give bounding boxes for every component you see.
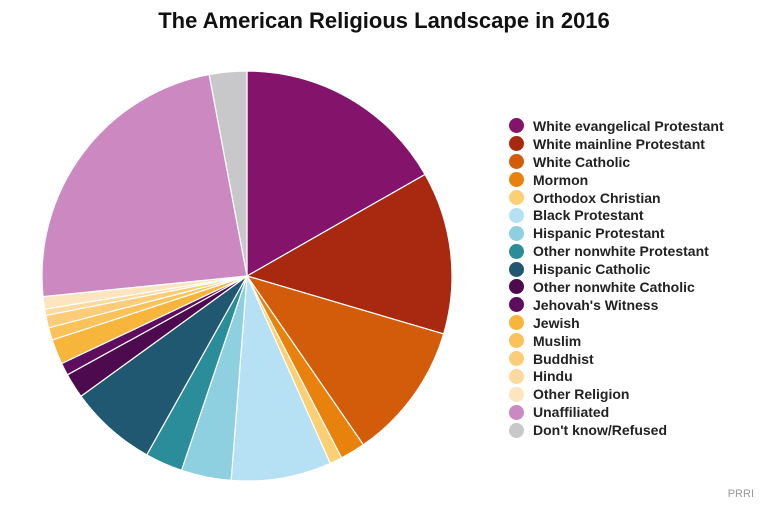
- legend-label: Jewish: [533, 314, 580, 331]
- legend-label: Orthodox Christian: [533, 189, 661, 206]
- legend-item: Don't know/Refused: [509, 421, 724, 439]
- legend-swatch: [509, 172, 524, 188]
- legend-swatch: [509, 279, 524, 295]
- legend-item: Hispanic Catholic: [509, 260, 724, 278]
- legend-label: White Catholic: [533, 153, 631, 170]
- legend: White evangelical Protestant White mainli…: [509, 117, 724, 439]
- legend-item: Muslim: [509, 332, 724, 350]
- pie-slice-white-catholic: [245, 274, 445, 446]
- legend-swatch: [509, 386, 524, 402]
- legend-label: White evangelical Protestant: [533, 117, 724, 134]
- legend-swatch: [509, 118, 524, 134]
- legend-item: Hispanic Protestant: [509, 224, 724, 242]
- legend-swatch: [509, 225, 524, 241]
- legend-item: Buddhist: [509, 350, 724, 368]
- legend-item: Other nonwhite Protestant: [509, 242, 724, 260]
- legend-item: Orthodox Christian: [509, 189, 724, 207]
- legend-label: White mainline Protestant: [533, 135, 705, 152]
- legend-item: Other nonwhite Catholic: [509, 278, 724, 296]
- legend-label: Black Protestant: [533, 207, 644, 224]
- legend-item: Jehovah's Witness: [509, 296, 724, 314]
- legend-swatch: [509, 154, 524, 170]
- legend-label: Don't know/Refused: [533, 422, 667, 439]
- legend-swatch: [509, 404, 524, 420]
- source-label: PRRI: [727, 488, 754, 500]
- pie-slice-white-evangelical-protestant: [246, 70, 426, 278]
- legend-item: Mormon: [509, 171, 724, 189]
- pie-slice-white-mainline-protestant: [245, 173, 453, 335]
- legend-label: Hispanic Catholic: [533, 261, 651, 278]
- legend-swatch: [509, 243, 524, 259]
- legend-item: White Catholic: [509, 153, 724, 171]
- legend-swatch: [509, 136, 524, 152]
- legend-swatch: [509, 333, 524, 349]
- pie-slice-black-protestant: [230, 275, 331, 482]
- legend-swatch: [509, 207, 524, 223]
- legend-label: Jehovah's Witness: [533, 296, 659, 313]
- legend-item: Other Religion: [509, 385, 724, 403]
- legend-swatch: [509, 261, 524, 277]
- legend-label: Unaffiliated: [533, 404, 610, 421]
- legend-label: Muslim: [533, 332, 582, 349]
- legend-item: White evangelical Protestant: [509, 117, 724, 135]
- legend-swatch: [509, 297, 524, 313]
- legend-item: Unaffiliated: [509, 403, 724, 421]
- legend-swatch: [509, 368, 524, 384]
- legend-label: Hindu: [533, 368, 573, 385]
- legend-item: Black Protestant: [509, 206, 724, 224]
- pie-slice-unaffiliated: [41, 73, 248, 298]
- legend-label: Buddhist: [533, 350, 594, 367]
- legend-item: Jewish: [509, 314, 724, 332]
- pie-slice-don-t-know-refused: [208, 70, 248, 277]
- legend-swatch: [509, 190, 524, 205]
- legend-label: Other nonwhite Protestant: [533, 243, 709, 260]
- chart-title: The American Religious Landscape in 2016: [158, 8, 610, 33]
- legend-label: Hispanic Protestant: [533, 225, 665, 242]
- legend-label: Other Religion: [533, 386, 630, 403]
- legend-swatch: [509, 315, 524, 331]
- legend-swatch: [509, 351, 524, 367]
- legend-item: White mainline Protestant: [509, 135, 724, 153]
- legend-label: Mormon: [533, 171, 589, 188]
- legend-label: Other nonwhite Catholic: [533, 278, 695, 295]
- legend-item: Hindu: [509, 367, 724, 385]
- legend-swatch: [509, 422, 524, 438]
